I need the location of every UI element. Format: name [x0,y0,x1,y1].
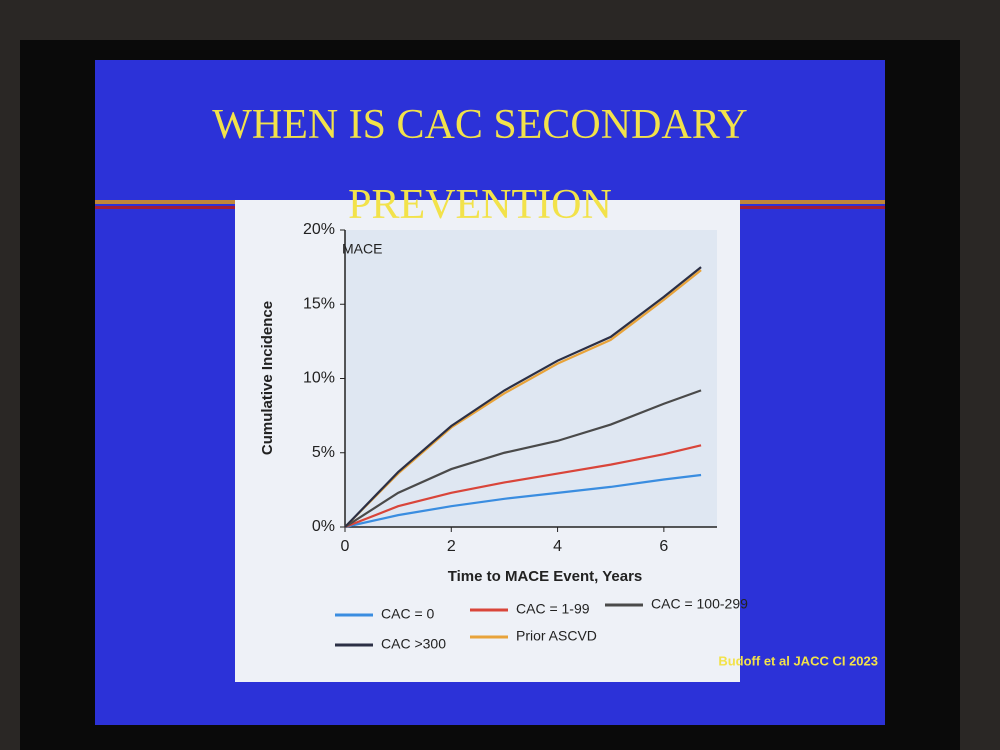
y-tick-label: 10% [303,370,335,387]
legend-label: CAC >300 [381,636,446,652]
x-tick-label: 6 [659,538,668,555]
legend-label: CAC = 0 [381,606,435,622]
legend-label: CAC = 100-299 [651,596,748,612]
y-tick-label: 20% [303,221,335,238]
annotation: MACE [342,241,382,257]
credit: Budoff et al JACC CI 2023 [718,653,878,668]
slide-title: WHEN IS CAC SECONDARY PREVENTION [212,102,748,228]
series-line [344,269,702,528]
series-line [344,444,702,529]
x-tick-label: 0 [341,538,350,555]
y-tick-label: 0% [312,518,335,535]
y-axis-label: Cumulative Incidence [259,301,276,455]
legend-label: CAC = 1-99 [516,601,590,617]
y-tick-label: 5% [312,444,335,461]
y-tick-label: 15% [303,295,335,312]
series-line [344,266,702,528]
x-tick-label: 4 [553,538,562,555]
x-axis-label: Time to MACE Event, Years [448,568,643,585]
series-line [344,473,702,529]
legend-label: Prior ASCVD [516,628,597,644]
x-tick-label: 2 [447,538,456,555]
series-line [344,389,702,528]
